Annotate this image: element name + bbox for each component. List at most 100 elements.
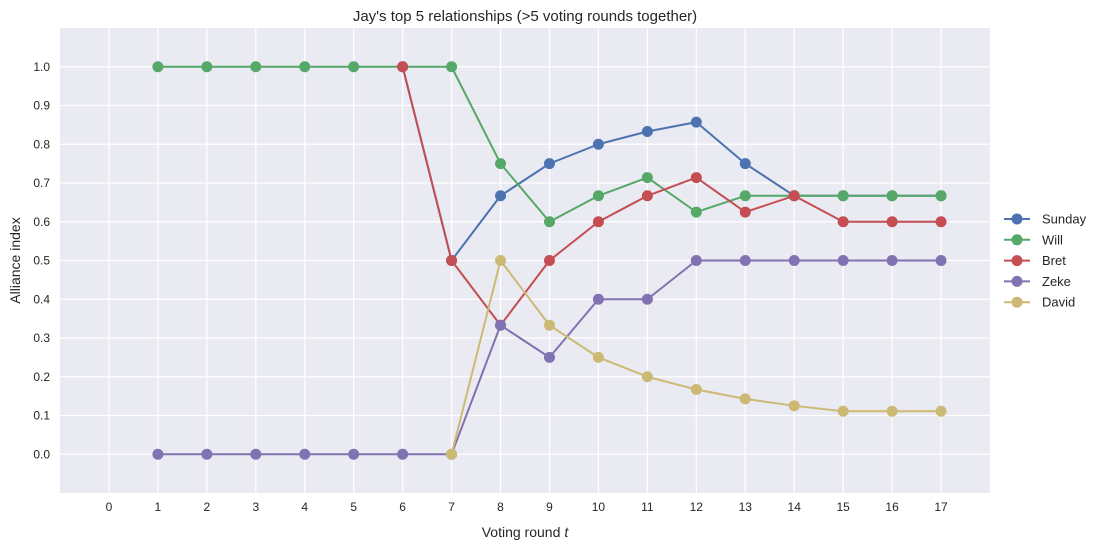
- data-point: [299, 61, 311, 73]
- y-axis-label: Alliance index: [7, 217, 23, 303]
- data-point: [739, 190, 751, 202]
- data-point: [348, 61, 360, 73]
- data-point: [690, 172, 702, 184]
- data-point: [886, 216, 898, 228]
- data-point: [837, 190, 849, 202]
- data-point: [886, 405, 898, 417]
- x-tick-label: 14: [788, 500, 802, 514]
- x-tick-label: 8: [497, 500, 504, 514]
- data-point: [886, 255, 898, 266]
- x-axis-ticks: 0 1 2 3 4 5 6 7 8 9 10 11 12 13 14 15 16 17: [106, 500, 948, 514]
- series-david: [446, 255, 947, 460]
- data-point: [788, 400, 800, 412]
- data-point: [397, 61, 409, 73]
- data-point: [739, 158, 751, 170]
- x-tick-label: 15: [836, 500, 850, 514]
- data-point: [543, 351, 555, 363]
- data-point: [397, 448, 409, 460]
- legend-item: Will: [1004, 232, 1063, 247]
- data-point: [446, 61, 458, 73]
- x-tick-label: 5: [350, 500, 357, 514]
- series-line: [401, 66, 942, 327]
- data-point: [495, 319, 507, 331]
- data-point: [935, 405, 947, 417]
- data-point: [152, 448, 164, 460]
- series-layer: [152, 61, 947, 460]
- data-point: [592, 190, 604, 202]
- data-point: [641, 293, 653, 305]
- legend-label: Will: [1042, 232, 1063, 247]
- x-tick-label: 10: [592, 500, 606, 514]
- data-point: [348, 448, 360, 460]
- x-tick-label: 2: [203, 500, 210, 514]
- legend-marker: [1011, 296, 1023, 308]
- data-point: [495, 158, 507, 170]
- data-point: [886, 190, 898, 202]
- x-tick-label: 13: [739, 500, 753, 514]
- legend-item: Bret: [1004, 253, 1066, 268]
- x-tick-label: 9: [546, 500, 553, 514]
- legend-label: Bret: [1042, 253, 1066, 268]
- legend-item: Zeke: [1004, 274, 1071, 289]
- x-tick-label: 6: [399, 500, 406, 514]
- y-tick-label: 0.1: [33, 409, 50, 423]
- data-point: [495, 190, 507, 202]
- y-tick-label: 1.0: [33, 60, 50, 74]
- chart-title: Jay's top 5 relationships (>5 voting rou…: [353, 8, 697, 25]
- x-tick-label: 11: [641, 500, 654, 514]
- x-tick-label: 7: [448, 500, 455, 514]
- data-point: [201, 448, 213, 460]
- legend: Sunday Will Bret Zeke David: [1004, 212, 1087, 310]
- data-point: [152, 61, 164, 73]
- data-point: [739, 206, 751, 218]
- data-point: [690, 255, 702, 266]
- data-point: [641, 371, 653, 383]
- legend-marker: [1011, 255, 1023, 267]
- data-point: [641, 190, 653, 202]
- x-tick-label: 3: [252, 500, 259, 514]
- data-point: [446, 255, 458, 266]
- x-tick-label: 17: [934, 500, 948, 514]
- legend-label: David: [1042, 295, 1075, 310]
- data-point: [446, 448, 458, 460]
- legend-marker: [1011, 234, 1023, 246]
- data-point: [837, 255, 849, 266]
- data-point: [201, 61, 213, 73]
- y-tick-label: 0.4: [33, 292, 50, 306]
- data-point: [739, 393, 751, 405]
- data-point: [592, 138, 604, 150]
- x-tick-label: 1: [155, 500, 162, 514]
- data-point: [690, 206, 702, 218]
- data-point: [250, 61, 262, 73]
- y-tick-label: 0.5: [33, 254, 50, 268]
- x-tick-label: 16: [885, 500, 899, 514]
- x-axis-label-var: t: [564, 524, 569, 540]
- data-point: [299, 448, 311, 460]
- legend-label: Zeke: [1042, 274, 1071, 289]
- data-point: [592, 216, 604, 228]
- data-point: [935, 255, 947, 266]
- data-point: [250, 448, 262, 460]
- data-point: [837, 216, 849, 228]
- data-point: [837, 405, 849, 417]
- y-tick-label: 0.0: [33, 447, 50, 461]
- x-tick-label: 4: [301, 500, 308, 514]
- legend-item: David: [1004, 295, 1075, 310]
- legend-marker: [1011, 213, 1023, 225]
- y-tick-label: 0.7: [33, 176, 50, 190]
- x-axis-label-text: Voting round: [482, 524, 561, 540]
- series-zeke: [152, 255, 947, 460]
- data-point: [543, 255, 555, 266]
- x-tick-label: 0: [106, 500, 113, 514]
- y-tick-label: 0.2: [33, 370, 50, 384]
- data-point: [739, 255, 751, 266]
- y-tick-label: 0.8: [33, 137, 50, 151]
- data-point: [935, 190, 947, 202]
- data-point: [543, 319, 555, 331]
- data-point: [935, 216, 947, 228]
- legend-item: Sunday: [1004, 212, 1087, 227]
- data-point: [641, 172, 653, 184]
- data-point: [690, 116, 702, 128]
- data-point: [592, 351, 604, 363]
